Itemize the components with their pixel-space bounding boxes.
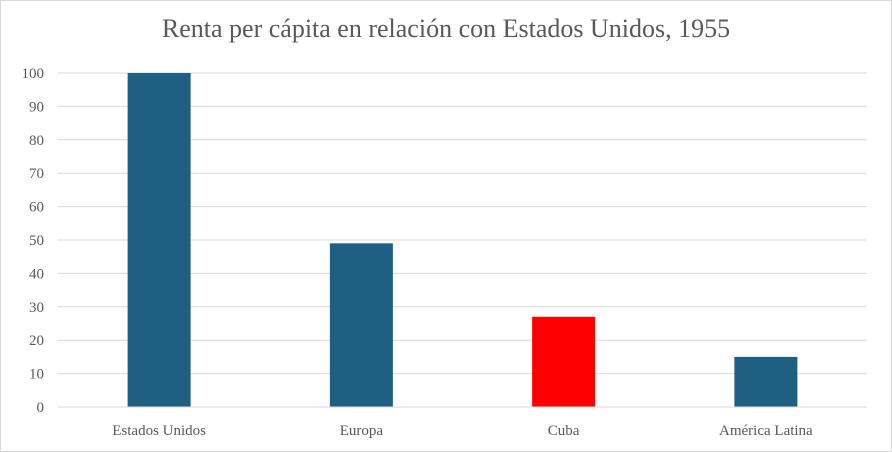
y-axis-ticks: 0 10 20 30 40 50 60 70 80 90 100 <box>22 66 45 416</box>
bars <box>127 73 798 407</box>
bar-américa-latina <box>734 356 798 407</box>
y-tick-label: 10 <box>29 367 44 383</box>
y-tick-label: 100 <box>22 66 45 82</box>
y-tick-label: 30 <box>29 300 44 316</box>
y-tick-label: 0 <box>37 400 45 416</box>
x-axis-ticks: Estados Unidos Europa Cuba América Latina <box>112 423 813 439</box>
y-tick-label: 40 <box>29 266 44 282</box>
y-tick-label: 60 <box>29 200 44 216</box>
y-tick-label: 80 <box>29 133 44 149</box>
y-tick-label: 70 <box>29 166 44 182</box>
bar-cuba <box>532 316 596 407</box>
x-tick-label: América Latina <box>719 423 813 439</box>
x-tick-label: Cuba <box>548 423 580 439</box>
chart-title: Renta per cápita en relación con Estados… <box>161 14 731 43</box>
y-tick-label: 20 <box>29 333 44 349</box>
bar-estados-unidos <box>127 73 191 407</box>
gridlines <box>58 72 867 375</box>
y-tick-label: 90 <box>29 99 44 115</box>
x-tick-label: Europa <box>340 423 384 439</box>
bar-europa <box>329 243 393 407</box>
x-tick-label: Estados Unidos <box>112 423 206 439</box>
y-tick-label: 50 <box>29 233 44 249</box>
